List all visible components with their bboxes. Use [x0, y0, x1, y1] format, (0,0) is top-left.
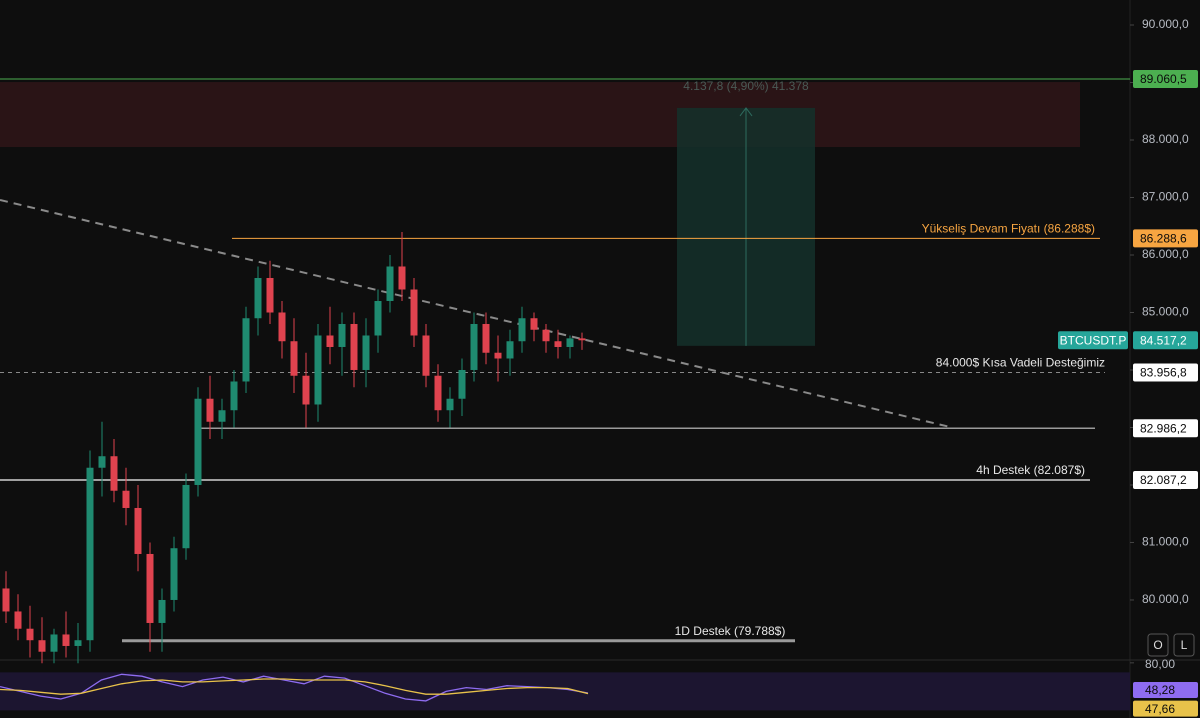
annotation: 1D Destek (79.788$): [675, 624, 786, 638]
y-tick-label: 81.000,0: [1142, 535, 1189, 549]
candle-body: [410, 289, 418, 336]
candle-body: [26, 628, 34, 641]
candle-body: [134, 507, 142, 554]
y-tick-label: 88.000,0: [1142, 132, 1189, 146]
y-tick-label: 90.000,0: [1142, 17, 1189, 31]
candle-body: [254, 277, 262, 319]
candle-body: [158, 599, 166, 623]
price-box: [1133, 70, 1198, 89]
candle-body: [146, 553, 154, 623]
candle-body: [374, 300, 382, 336]
candle-body: [386, 266, 394, 301]
candle-body: [446, 398, 454, 411]
scale-button-label[interactable]: O: [1153, 638, 1162, 652]
price-box: [1133, 470, 1198, 489]
candle-body: [122, 490, 130, 508]
rsi-line: [0, 678, 589, 695]
candle-body: [482, 323, 490, 353]
y-tick-label: 85.000,0: [1142, 305, 1189, 319]
candle-body: [338, 323, 346, 347]
rsi-value-label: 47,66: [1145, 702, 1175, 716]
rsi-value-box: [1133, 700, 1198, 717]
candle-body: [86, 467, 94, 641]
rsi-value-box: [1133, 682, 1198, 699]
annotation: Yükseliş Devam Fiyatı (86.288$): [922, 222, 1095, 236]
candle-body: [194, 398, 202, 485]
trendline: [0, 198, 951, 428]
candle-body: [434, 375, 442, 411]
candle-body: [398, 266, 406, 290]
candle-body: [62, 634, 70, 646]
price-box: [1133, 363, 1198, 382]
symbol-tag-label: BTCUSDT.P: [1060, 333, 1127, 347]
symbol-tag: [1058, 331, 1128, 350]
price-label: 89.060,5: [1140, 72, 1187, 86]
candle-body: [566, 338, 574, 347]
candle-body: [422, 335, 430, 376]
candle-body: [230, 381, 238, 411]
candle-body: [350, 323, 358, 370]
annotation: 84.000$ Kısa Vadeli Desteğimiz: [936, 356, 1105, 370]
candle-body: [74, 640, 82, 646]
candle-body: [326, 335, 334, 347]
scale-button[interactable]: [1147, 633, 1169, 657]
y-tick-label: 86.000,0: [1142, 247, 1189, 261]
annotation: 4h Destek (82.087$): [976, 463, 1085, 477]
resistance-zone: [0, 82, 1080, 148]
candle-body: [290, 341, 298, 376]
candle-body: [242, 318, 250, 382]
candle-body: [302, 375, 310, 405]
price-label: 82.087,2: [1140, 473, 1187, 487]
candle-body: [278, 312, 286, 342]
rsi-value-label: 48,28: [1145, 683, 1175, 697]
candle-body: [266, 277, 274, 313]
candle-body: [506, 341, 514, 359]
scale-button[interactable]: [1173, 633, 1195, 657]
candle-body: [14, 611, 22, 629]
candle-body: [206, 398, 214, 422]
candle-body: [494, 352, 502, 359]
candle-body: [554, 341, 562, 347]
price-label: 86.288,6: [1140, 232, 1187, 246]
y-tick-label: 87.000,0: [1142, 190, 1189, 204]
price-box: [1133, 331, 1198, 350]
price-box: [1133, 419, 1198, 438]
candle-body: [170, 548, 178, 600]
candle-body: [530, 318, 538, 330]
candle-body: [182, 484, 190, 549]
candle-body: [542, 329, 550, 342]
candle-body: [314, 335, 322, 405]
candle-body: [518, 318, 526, 342]
candle-body: [50, 634, 58, 652]
candle-body: [458, 369, 466, 399]
rsi-tick-label: 80,00: [1145, 657, 1175, 671]
price-label: 82.986,2: [1140, 421, 1187, 435]
candle-body: [110, 456, 118, 491]
rsi-band: [0, 672, 1130, 711]
position-arrowhead: [739, 107, 753, 117]
scale-button-label[interactable]: L: [1181, 638, 1188, 652]
rsi-line: [0, 673, 589, 702]
price-label: 84.517,2: [1140, 333, 1187, 347]
price-label: 83.956,8: [1140, 366, 1187, 380]
candle-body: [98, 456, 106, 468]
candle-body: [578, 338, 586, 341]
price-box: [1133, 229, 1198, 248]
y-tick-label: 80.000,0: [1142, 592, 1189, 606]
candle-body: [470, 323, 478, 370]
candle-body: [38, 640, 46, 652]
candle-body: [218, 410, 226, 422]
position-label: 4.137,8 (4,90%) 41.378: [683, 79, 809, 93]
candle-body: [362, 335, 370, 370]
candle-body: [2, 588, 10, 612]
